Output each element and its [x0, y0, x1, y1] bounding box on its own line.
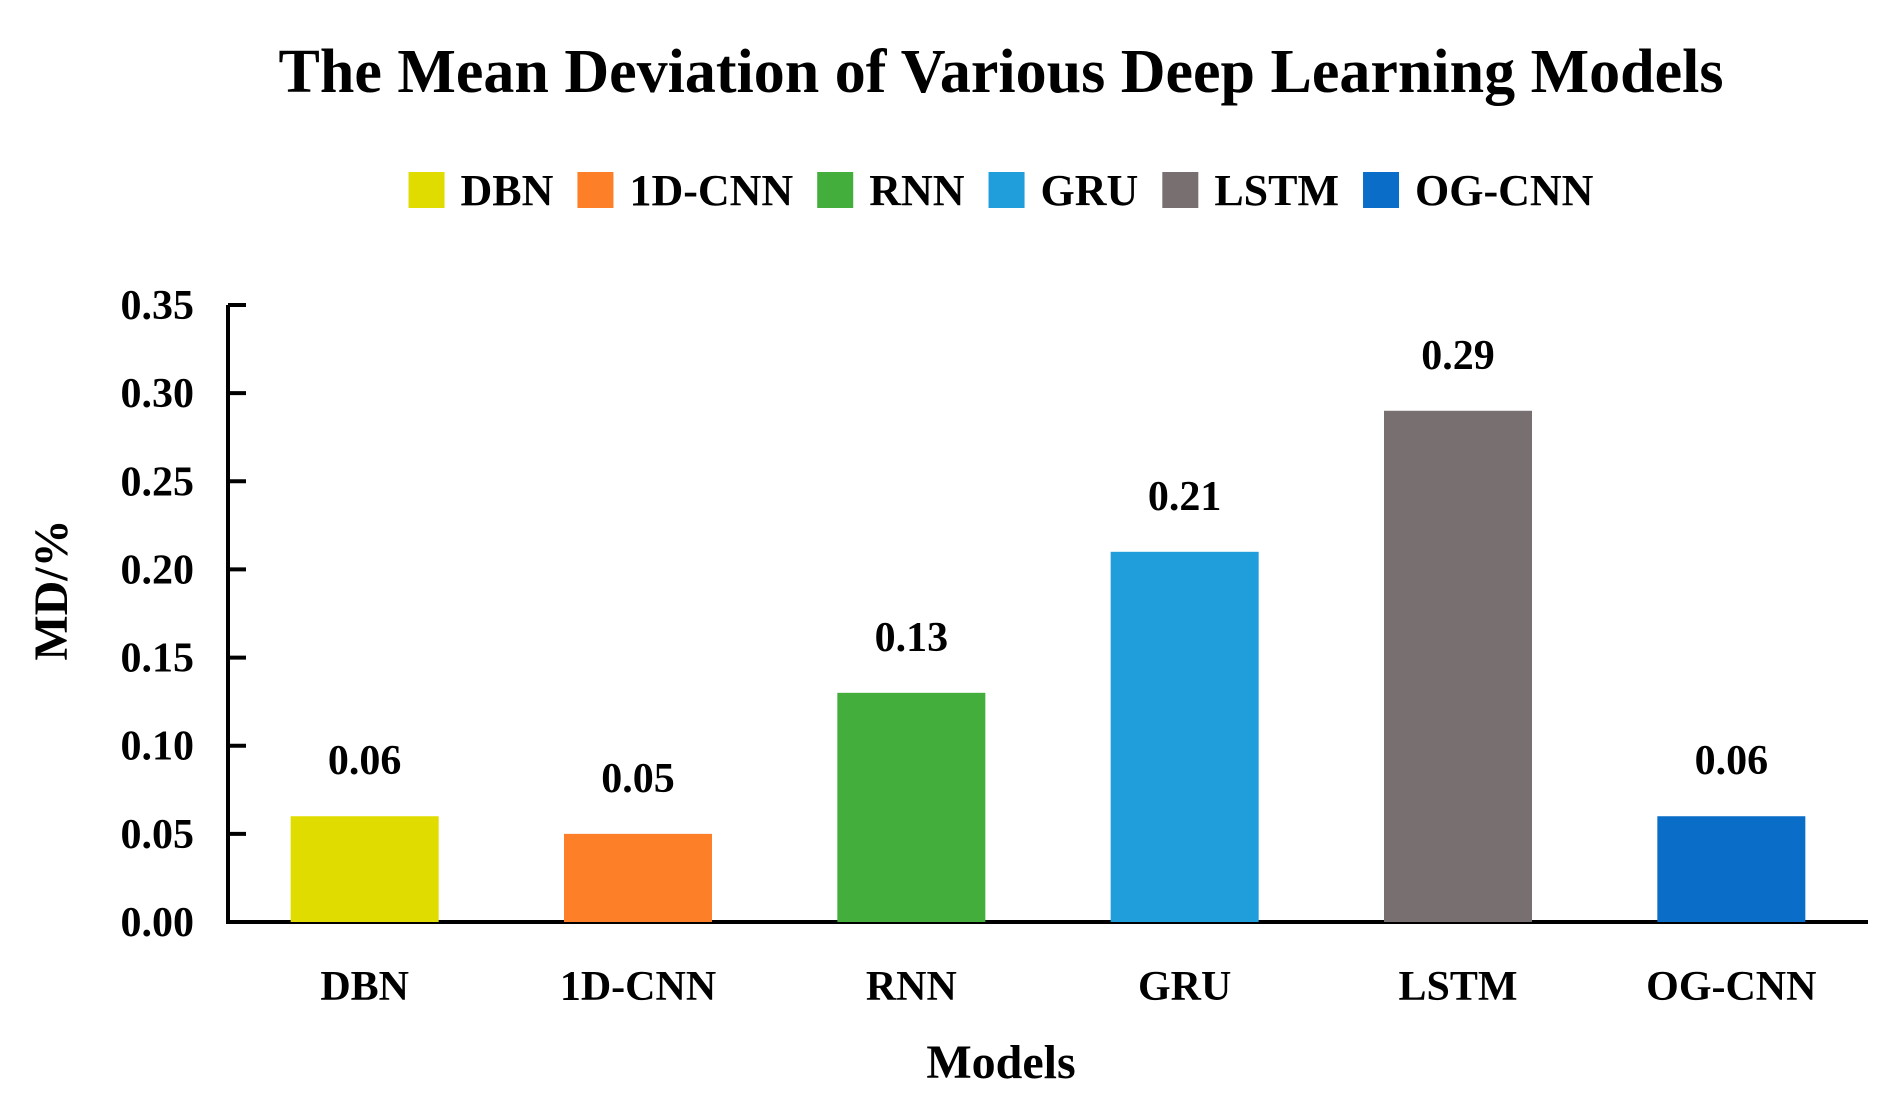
legend-swatch — [408, 172, 445, 208]
value-label: 0.05 — [601, 756, 675, 802]
value-labels: 0.06 0.05 0.13 0.21 0.29 0.06 — [328, 333, 1768, 802]
x-category-label: RNN — [866, 964, 957, 1010]
legend-swatch — [988, 172, 1025, 208]
legend-swatch — [1162, 172, 1199, 208]
y-tick-label: 0.35 — [121, 283, 195, 329]
x-category-label: DBN — [320, 964, 409, 1010]
x-category-label: GRU — [1138, 964, 1231, 1010]
value-label: 0.29 — [1421, 333, 1495, 379]
x-category-label: 1D-CNN — [560, 964, 716, 1010]
legend-item-rnn: RNN — [817, 166, 965, 215]
y-tick-label: 0.30 — [121, 371, 195, 417]
y-tick-label: 0.05 — [121, 812, 195, 858]
x-category-label: OG-CNN — [1646, 964, 1816, 1010]
value-label: 0.06 — [1695, 738, 1769, 784]
x-axis-title: Models — [926, 1036, 1075, 1089]
y-tick-label: 0.15 — [121, 636, 195, 682]
y-axis-title: MD/% — [25, 519, 78, 660]
bar-og-cnn — [1657, 816, 1806, 922]
bar-dbn — [290, 816, 439, 922]
y-tick-label: 0.25 — [121, 459, 195, 505]
bar-1d-cnn — [564, 833, 712, 922]
bar-rnn — [837, 692, 986, 922]
legend-label: 1D-CNN — [629, 166, 793, 215]
legend-swatch — [1363, 172, 1400, 208]
x-axis-category-labels: DBN 1D-CNN RNN GRU LSTM OG-CNN — [320, 964, 1816, 1010]
value-label: 0.21 — [1148, 474, 1222, 520]
y-tick-label: 0.20 — [121, 547, 195, 593]
x-category-label: LSTM — [1398, 964, 1517, 1010]
legend-swatch — [817, 172, 854, 208]
legend-label: DBN — [461, 166, 554, 215]
y-tick-label: 0.00 — [121, 900, 195, 946]
legend-label: OG-CNN — [1415, 166, 1594, 215]
legend-label: RNN — [869, 166, 965, 215]
legend-label: GRU — [1041, 166, 1139, 215]
legend-label: LSTM — [1214, 166, 1339, 215]
y-axis-ticks: 0.00 0.05 0.10 0.15 0.20 0.25 0.30 0.35 — [121, 283, 246, 946]
legend-swatch — [577, 172, 614, 208]
legend: DBN 1D-CNN RNN GRU LSTM OG-CNN — [408, 166, 1594, 215]
value-label: 0.13 — [875, 615, 949, 661]
bar-gru — [1110, 551, 1259, 922]
legend-item-lstm: LSTM — [1162, 166, 1339, 215]
bars — [290, 410, 1806, 922]
legend-item-gru: GRU — [988, 166, 1139, 215]
bar-lstm — [1384, 410, 1532, 922]
chart-title: The Mean Deviation of Various Deep Learn… — [279, 38, 1724, 106]
legend-item-og-cnn: OG-CNN — [1363, 166, 1594, 215]
y-tick-label: 0.10 — [121, 724, 195, 770]
legend-item-1d-cnn: 1D-CNN — [577, 166, 793, 215]
legend-item-dbn: DBN — [408, 166, 554, 215]
value-label: 0.06 — [328, 738, 402, 784]
